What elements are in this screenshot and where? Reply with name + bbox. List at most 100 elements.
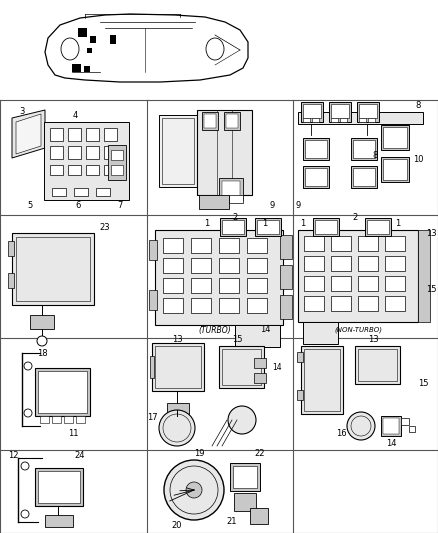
Bar [68,165,81,175]
Bar [303,322,338,344]
Bar [50,165,63,175]
Text: 14: 14 [260,326,270,335]
Bar [222,181,240,197]
Bar [38,371,87,413]
Bar [331,276,351,291]
Bar [298,112,423,124]
Bar [383,159,407,180]
Bar [111,165,123,175]
Bar [191,238,211,253]
Bar [250,508,268,524]
Bar [247,258,267,273]
Bar [254,358,266,368]
Bar [219,278,239,293]
Bar [381,157,409,182]
Bar [418,230,430,322]
Bar [331,236,351,251]
Bar [298,230,418,322]
Bar [280,295,292,319]
Polygon shape [12,110,45,158]
Bar [45,515,73,527]
Bar [304,276,324,291]
Bar [280,235,292,259]
Bar [155,230,283,325]
Bar [304,236,324,251]
Bar [331,296,351,311]
Bar [202,112,218,130]
Bar [163,258,183,273]
Bar [304,256,324,271]
Bar [385,276,405,291]
Bar [197,110,252,195]
Bar [301,346,343,414]
Text: 9: 9 [295,200,300,209]
Text: 1: 1 [300,219,306,228]
Text: 6: 6 [75,200,81,209]
Circle shape [24,362,32,370]
Bar [385,296,405,311]
Bar [368,118,375,122]
Text: 4: 4 [72,111,78,120]
Text: 24: 24 [75,450,85,459]
Bar [401,418,409,425]
Bar [409,426,415,432]
Text: 5: 5 [27,200,32,209]
Bar [204,114,216,128]
Bar [199,195,229,209]
Bar [149,240,157,260]
Text: 2: 2 [353,213,357,222]
Bar [40,416,49,423]
Bar [110,35,116,44]
Text: 21: 21 [227,518,237,527]
Bar [220,218,246,236]
Text: 14: 14 [272,364,282,373]
Bar [149,290,157,310]
Bar [96,188,110,196]
Bar [340,118,347,122]
Bar [52,416,61,423]
Text: 8: 8 [415,101,420,109]
Bar [303,118,310,122]
Text: 13: 13 [426,229,436,238]
Bar [331,104,349,118]
Text: 20: 20 [172,521,182,530]
Bar [234,493,256,511]
Bar [222,349,261,385]
Bar [304,296,324,311]
Bar [111,150,123,160]
Text: 12: 12 [8,450,18,459]
Text: 18: 18 [37,349,47,358]
Bar [87,48,92,53]
Bar [351,166,377,188]
Text: (NON-TURBO): (NON-TURBO) [334,327,382,333]
Bar [8,273,14,288]
Text: 13: 13 [367,335,378,344]
Text: 15: 15 [232,335,242,344]
Bar [84,66,90,72]
Bar [305,168,327,186]
Bar [303,104,321,118]
Circle shape [164,460,224,520]
Bar [297,390,303,400]
Text: 1: 1 [396,219,401,228]
Circle shape [37,336,47,346]
Bar [30,315,54,329]
Bar [229,195,243,203]
Text: 2: 2 [233,213,238,222]
Bar [167,403,189,415]
Polygon shape [45,14,248,82]
Text: (TURBO): (TURBO) [198,326,231,335]
Circle shape [159,410,195,446]
Circle shape [21,510,29,518]
Bar [331,118,338,122]
Bar [104,165,117,175]
Bar [163,298,183,313]
Bar [150,356,154,378]
Bar [233,466,257,488]
Bar [381,125,409,150]
Bar [383,418,399,434]
Bar [297,352,303,362]
Bar [353,140,375,158]
Bar [359,118,366,122]
Bar [329,102,351,122]
